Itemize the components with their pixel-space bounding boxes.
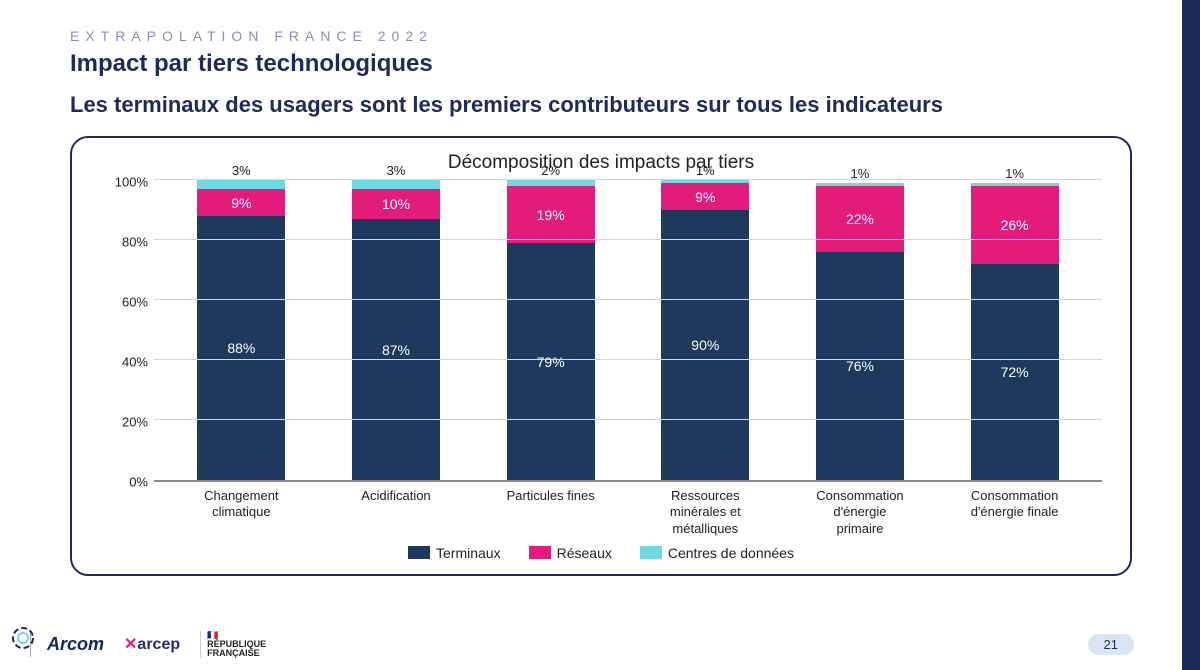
page-number: 21 (1088, 634, 1134, 655)
legend-item-centres: Centres de données (640, 545, 794, 561)
y-tick: 40% (122, 355, 148, 370)
subtitle: Les terminaux des usagers sont les premi… (70, 92, 1132, 118)
bar-top-label: 3% (232, 163, 251, 178)
stacked-bar: 9%90% (661, 180, 749, 480)
bar-segment-reseaux: 22% (816, 186, 904, 252)
legend-label: Réseaux (557, 545, 612, 561)
y-tick: 100% (115, 175, 148, 190)
bars-container: 3%9%88%3%10%87%2%19%79%1%9%90%1%22%76%1%… (154, 182, 1102, 480)
chart-panel: Décomposition des impacts par tiers 0%20… (70, 136, 1132, 576)
gridline (154, 179, 1102, 180)
bar-segment-terminaux: 88% (197, 216, 285, 480)
stacked-bar: 9%88% (197, 180, 285, 480)
bar-column: 1%22%76% (810, 166, 910, 480)
bar-column: 3% 9%88% (191, 163, 291, 480)
gridline (154, 299, 1102, 300)
bar-column: 1% 9%90% (655, 163, 755, 480)
plot-area: 3%9%88%3%10%87%2%19%79%1%9%90%1%22%76%1%… (154, 182, 1102, 482)
stacked-bar: 26%72% (971, 183, 1059, 480)
legend-label: Terminaux (436, 545, 501, 561)
bar-top-label: 2% (541, 163, 560, 178)
legend: Terminaux Réseaux Centres de données (100, 545, 1102, 561)
y-tick: 20% (122, 415, 148, 430)
x-tick: Changementclimatique (191, 488, 291, 537)
y-axis: 0%20%40%60%80%100% (100, 182, 154, 482)
bar-segment-centres (352, 180, 440, 189)
stacked-bar: 19%79% (507, 180, 595, 480)
bar-segment-terminaux: 72% (971, 264, 1059, 480)
slide: EXTRAPOLATION FRANCE 2022 Impact par tie… (0, 0, 1182, 576)
bar-segment-reseaux: 9% (661, 183, 749, 210)
bar-segment-centres (197, 180, 285, 189)
page-title: Impact par tiers technologiques (70, 50, 1132, 78)
x-tick: Consommationd'énergie primaire (810, 488, 910, 537)
y-tick: 0% (129, 475, 148, 490)
x-tick: Acidification (346, 488, 446, 537)
bar-segment-terminaux: 90% (661, 210, 749, 480)
bar-segment-reseaux: 9% (197, 189, 285, 216)
y-tick: 60% (122, 295, 148, 310)
legend-item-reseaux: Réseaux (529, 545, 612, 561)
bar-segment-reseaux: 10% (352, 189, 440, 219)
logo-republique-francaise: 🇫🇷RÉPUBLIQUE FRANÇAISE (200, 631, 266, 658)
gridline (154, 419, 1102, 420)
x-tick: Particules fines (501, 488, 601, 537)
legend-label: Centres de données (668, 545, 794, 561)
bar-column: 1%26%72% (965, 166, 1065, 480)
bar-segment-terminaux: 76% (816, 252, 904, 480)
bar-segment-terminaux: 87% (352, 219, 440, 480)
logo-arcep: ✕arcep (124, 634, 180, 654)
bar-column: 3% 10%87% (346, 163, 446, 480)
y-tick: 80% (122, 235, 148, 250)
stacked-bar: 22%76% (816, 183, 904, 480)
x-tick: Consommationd'énergie finale (965, 488, 1065, 537)
logo-arcom: Arcom (47, 634, 104, 655)
legend-swatch (408, 546, 430, 559)
corner-logo-icon (10, 625, 36, 656)
eyebrow: EXTRAPOLATION FRANCE 2022 (70, 28, 1132, 44)
legend-swatch (640, 546, 662, 559)
legend-item-terminaux: Terminaux (408, 545, 501, 561)
gridline (154, 239, 1102, 240)
bar-column: 2% 19%79% (501, 163, 601, 480)
x-tick: Ressourcesminérales etmétalliques (655, 488, 755, 537)
bar-top-label: 3% (387, 163, 406, 178)
bar-segment-reseaux: 26% (971, 186, 1059, 264)
bar-top-label: 1% (696, 163, 715, 178)
bar-segment-terminaux: 79% (507, 243, 595, 480)
gridline (154, 359, 1102, 360)
plot: 0%20%40%60%80%100% 3%9%88%3%10%87%2%19%7… (100, 182, 1102, 482)
stacked-bar: 10%87% (352, 180, 440, 480)
x-axis: Changementclimatique Acidification Particu… (100, 482, 1102, 537)
bar-segment-reseaux: 19% (507, 186, 595, 243)
footer: Arcom ✕arcep 🇫🇷RÉPUBLIQUE FRANÇAISE 21 (0, 618, 1164, 670)
legend-swatch (529, 546, 551, 559)
